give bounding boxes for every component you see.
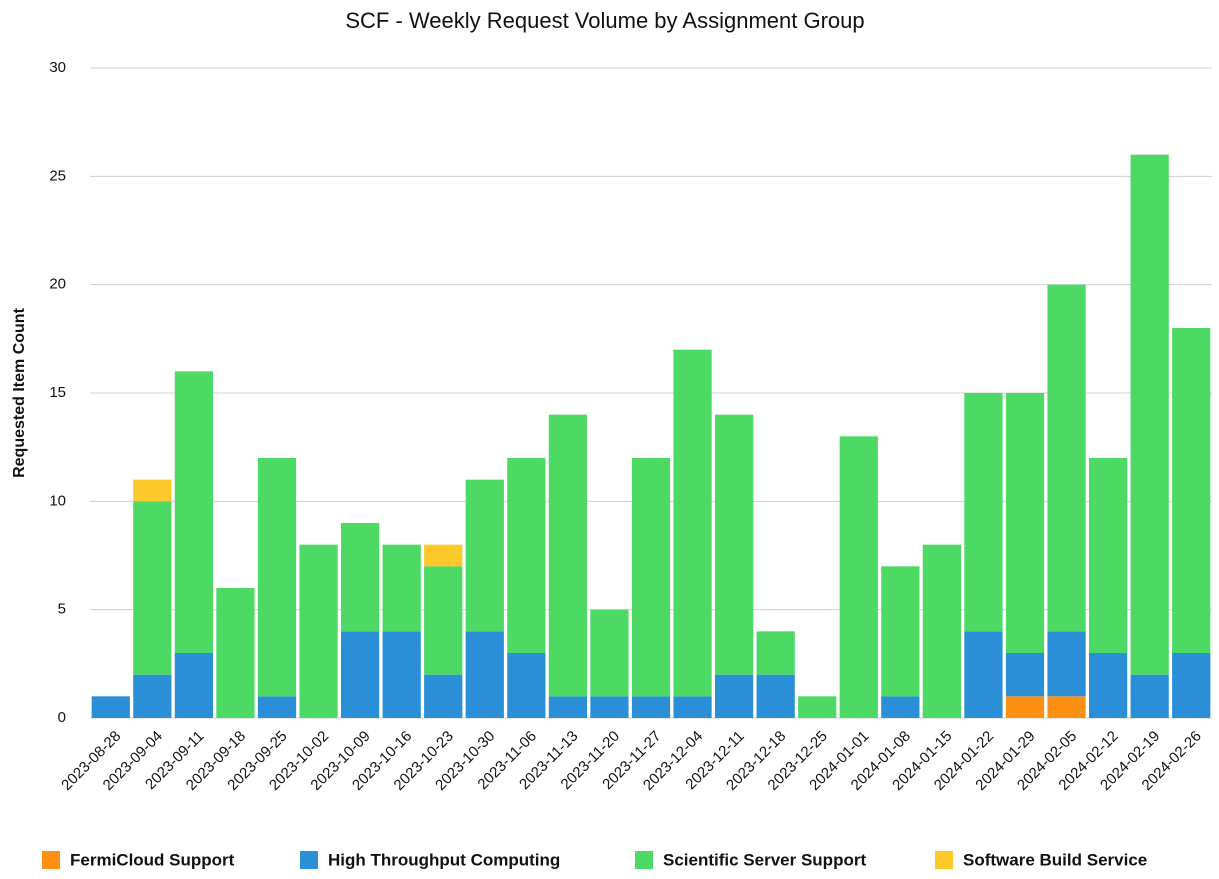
bar-segment bbox=[714, 674, 754, 718]
bar-segment bbox=[1047, 284, 1086, 632]
legend-swatch bbox=[635, 851, 653, 869]
bar-segment bbox=[1005, 696, 1045, 718]
chart-title: SCF - Weekly Request Volume by Assignmen… bbox=[345, 8, 864, 33]
bar-segment bbox=[133, 501, 172, 675]
bar-segment bbox=[548, 414, 588, 697]
bar-segment bbox=[133, 674, 172, 718]
legend-swatch bbox=[300, 851, 318, 869]
bar-segment bbox=[507, 653, 546, 718]
y-tick-label: 10 bbox=[49, 492, 66, 509]
bar-segment bbox=[1005, 393, 1045, 653]
bar-segment bbox=[881, 696, 920, 718]
bar-segment bbox=[1130, 154, 1169, 675]
bar-segment bbox=[424, 544, 463, 567]
bar-segment bbox=[257, 696, 297, 718]
bar-segment bbox=[673, 349, 712, 697]
bar-segment bbox=[631, 458, 671, 697]
bar-segment bbox=[631, 696, 671, 718]
bar-segment bbox=[798, 696, 837, 718]
legend-label: High Throughput Computing bbox=[328, 850, 560, 869]
bar-segment bbox=[673, 696, 712, 718]
y-tick-label: 15 bbox=[49, 384, 66, 401]
legend-swatch bbox=[935, 851, 953, 869]
y-tick-label: 5 bbox=[58, 601, 66, 618]
bar-segment bbox=[1047, 631, 1086, 697]
bar-segment bbox=[340, 631, 380, 718]
bar-segment bbox=[465, 479, 504, 632]
legend-label: Scientific Server Support bbox=[663, 850, 866, 869]
bar-segment bbox=[424, 566, 463, 675]
bar-segment bbox=[133, 479, 172, 502]
bar-segment bbox=[881, 566, 920, 697]
bar-segment bbox=[964, 393, 1003, 632]
bar-segment bbox=[590, 609, 629, 697]
bar-segment bbox=[507, 458, 546, 653]
bar-segment bbox=[922, 544, 962, 718]
y-tick-label: 0 bbox=[58, 709, 66, 726]
bar-segment bbox=[424, 674, 463, 718]
bar-segment bbox=[382, 631, 421, 718]
bar-segment bbox=[590, 696, 629, 718]
bar-segment bbox=[1005, 653, 1045, 697]
bar-segment bbox=[1088, 458, 1128, 653]
bar-segment bbox=[340, 523, 380, 632]
legend-label: FermiCloud Support bbox=[70, 850, 235, 869]
bar-segment bbox=[839, 436, 878, 718]
bar-segment bbox=[1172, 653, 1211, 718]
y-tick-label: 30 bbox=[49, 59, 66, 76]
bar-segment bbox=[964, 631, 1003, 718]
bar-segment bbox=[174, 653, 214, 718]
bar-segment bbox=[299, 544, 338, 718]
legend-swatch bbox=[42, 851, 60, 869]
legend-label: Software Build Service bbox=[963, 850, 1147, 869]
bar-segment bbox=[714, 414, 754, 675]
bar-segment bbox=[465, 631, 504, 718]
y-tick-label: 25 bbox=[49, 167, 66, 184]
bar-segment bbox=[548, 696, 588, 718]
bar-segment bbox=[382, 544, 421, 632]
bar-segment bbox=[1172, 328, 1211, 653]
bar-segment bbox=[756, 631, 795, 675]
bar-segment bbox=[1088, 653, 1128, 718]
bar-segment bbox=[174, 371, 214, 653]
bar-segment bbox=[257, 458, 297, 697]
bar-segment bbox=[91, 696, 130, 718]
bar-segment bbox=[1047, 696, 1086, 718]
y-axis-title: Requested Item Count bbox=[11, 307, 28, 477]
bar-segment bbox=[216, 588, 255, 718]
y-tick-label: 20 bbox=[49, 276, 66, 293]
bar-segment bbox=[756, 674, 795, 718]
bar-segment bbox=[1130, 674, 1169, 718]
